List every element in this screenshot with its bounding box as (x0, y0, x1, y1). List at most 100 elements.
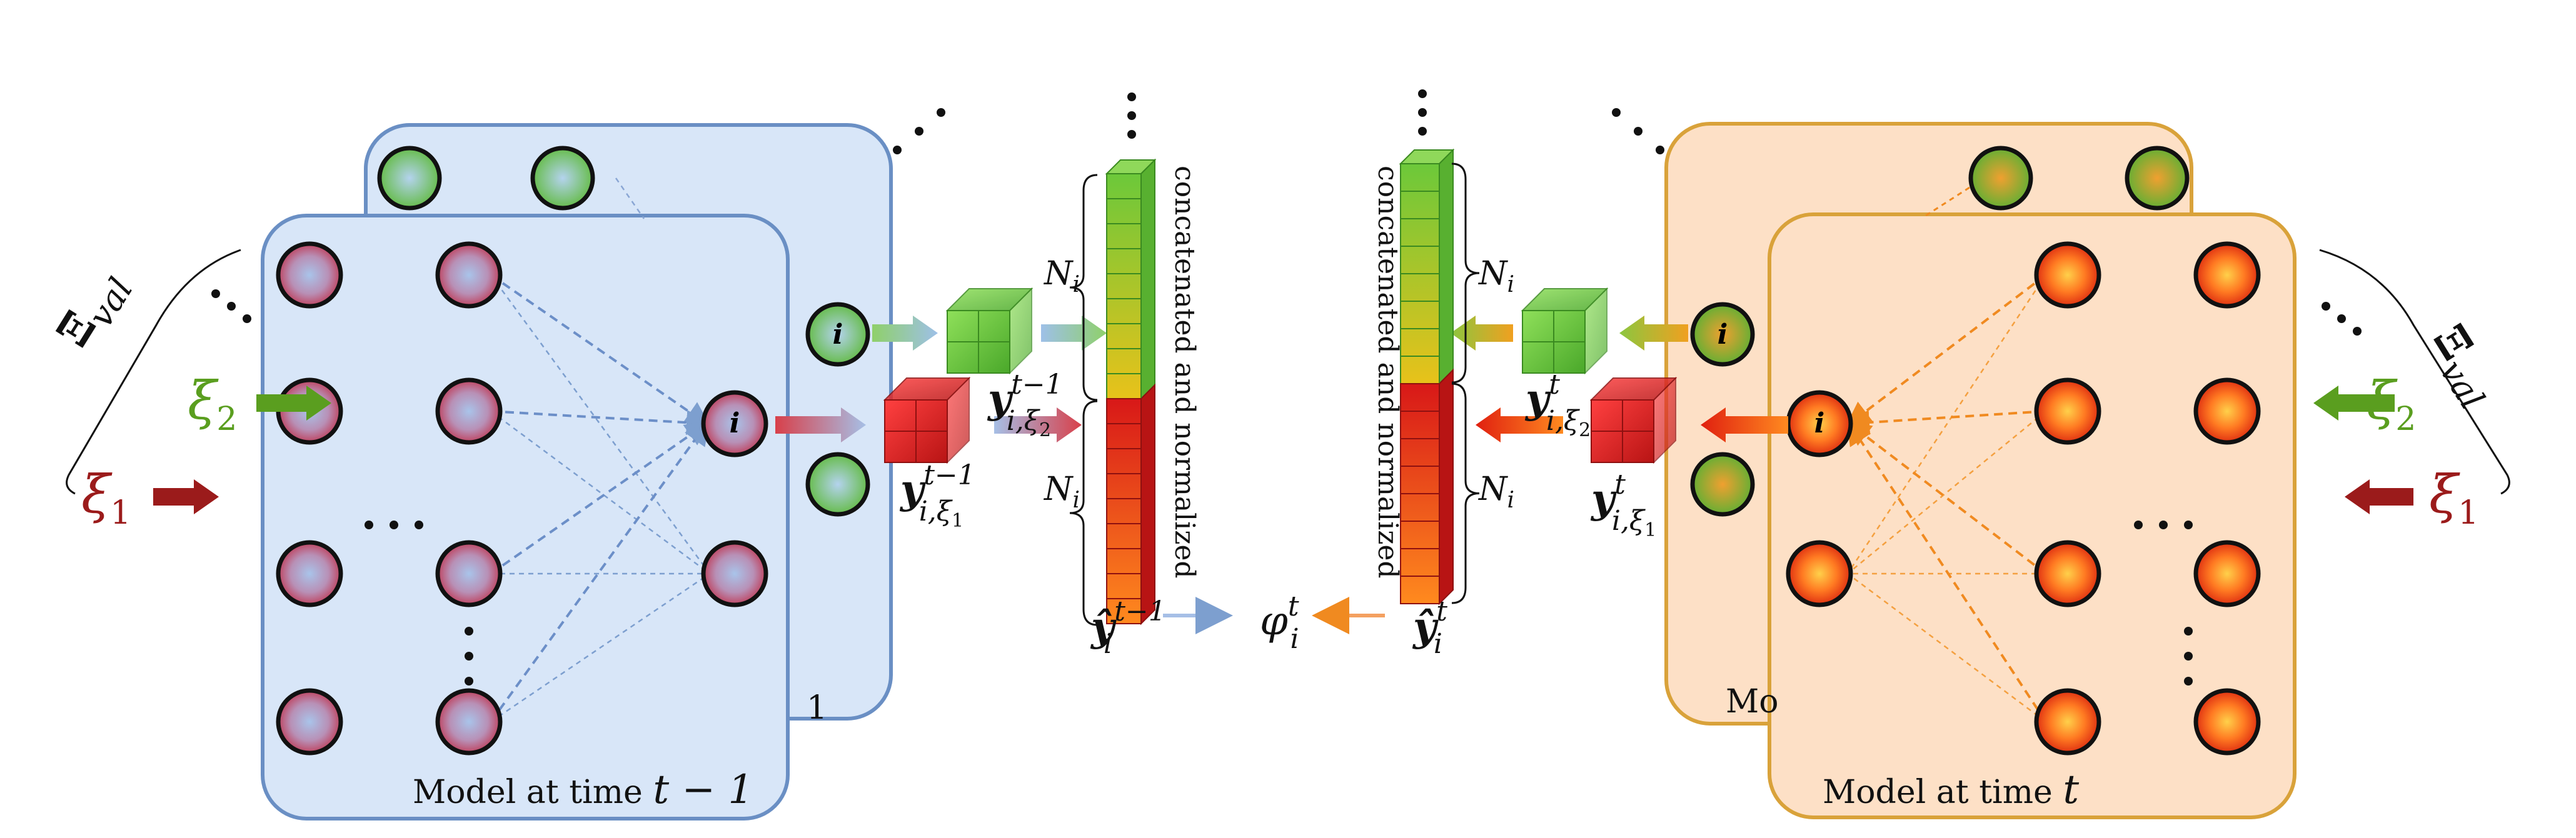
right-back-frame-caption: Mo (1726, 683, 1779, 721)
right-vdots-dot-1 (2184, 652, 2193, 661)
left-caption-time: t − 1 (653, 767, 753, 813)
right-stack (1399, 148, 1455, 606)
brace-n-sub-0: i (1073, 272, 1080, 297)
left-edge-to-i-0 (490, 274, 711, 427)
right-caption-text: Model at time (1823, 774, 2063, 811)
left-input-dots-dot-0 (211, 289, 220, 298)
left-output-node-i (701, 390, 768, 457)
left-top-diagonal-dots-dot-0 (893, 146, 902, 154)
lg-subsub: 2 (1039, 419, 1051, 441)
left-stack-caption-text: concatenated and normalized (1169, 166, 1200, 579)
right-input-dots-dot-0 (2322, 302, 2330, 311)
left-xi1-arrow (153, 479, 219, 514)
brace-n-sub-1: i (1073, 487, 1080, 513)
left-back-node-1 (377, 146, 442, 211)
brace-n-3: N (1477, 471, 1508, 508)
right-edge-to-i-2 (1845, 421, 2047, 575)
left-stack-green-side (1140, 158, 1155, 401)
left-hdots (365, 521, 423, 529)
right-node-r0-c0 (2034, 241, 2101, 309)
lr-subsub: 1 (952, 510, 963, 532)
right-output-node-2 (1786, 540, 1853, 607)
right-brace-top (1451, 162, 1480, 384)
right-yhat-label: ŷt i (1412, 596, 1447, 660)
right-caption-time: t (2063, 767, 2079, 813)
right-vdots-dot-2 (2184, 677, 2193, 686)
right-model-caption: Model at time t (1823, 767, 2079, 813)
left-edge-to-i-2 (490, 421, 711, 575)
left-y-green-label: yt−1 i,ξ2 (987, 369, 1063, 441)
left-edge-to-lower-3 (490, 572, 710, 723)
left-top-diagonal-dots-dot-2 (937, 108, 945, 117)
left-brace-bottom (1069, 400, 1098, 626)
left-top-diagonal-dots (893, 108, 945, 154)
right-node-r2-c1 (2193, 540, 2261, 607)
right-back-node-2 (2125, 146, 2190, 211)
right-input-dots-dot-1 (2337, 314, 2346, 323)
rr-subsub: 1 (1644, 519, 1656, 541)
left-model-caption: Model at time t − 1 (413, 767, 753, 813)
xi1-symbol: ξ (81, 464, 113, 525)
xi2-sub: 2 (216, 401, 237, 438)
rr-sub: i,ξ (1612, 505, 1646, 537)
left-stack-top-dots-dot-1 (1127, 111, 1136, 120)
left-node-r3-c1 (435, 688, 503, 756)
brace-n-2: N (1477, 255, 1508, 292)
yhat-l-sub: i (1104, 628, 1112, 660)
left-edge-to-i-1 (490, 410, 712, 436)
right-xi2-arrow (2313, 386, 2395, 421)
right-green-cube (1521, 287, 1609, 375)
right-green-out-arrow (1619, 316, 1688, 351)
right-back-output-node-i (1690, 302, 1755, 367)
lr-y: y (899, 466, 926, 513)
brace-label-3: Ni (1477, 471, 1514, 513)
left-hdots-dot-2 (415, 521, 423, 529)
right-hdots-dot-0 (2134, 521, 2143, 529)
left-stack-caption: concatenated and normalized (1169, 166, 1200, 579)
left-back-tag-text: 1 (807, 689, 827, 727)
left-node-r0-c1 (435, 241, 503, 309)
right-edge-to-lower-3 (1847, 572, 2046, 723)
rr-sup: t (1614, 469, 1626, 501)
left-caption-text: Model at time (413, 774, 653, 811)
right-node-r3-c1 (2193, 688, 2261, 756)
left-green-out-arrow (872, 316, 938, 351)
right-top-diagonal-dots (1612, 108, 1664, 154)
right-input-dots (2322, 302, 2362, 336)
right-neuron-i-label: i (1814, 407, 1825, 439)
rg-subsub: 2 (1579, 419, 1591, 441)
left-node-r2-c0 (276, 540, 343, 607)
left-node-r2-c1 (435, 540, 503, 607)
rg-sub: i,ξ (1546, 405, 1581, 437)
right-stack-caption: concatenated and normalized (1372, 166, 1404, 579)
phi-label: φt i (1260, 591, 1299, 655)
phi-sub: i (1291, 623, 1299, 655)
left-stack-red-side (1140, 383, 1155, 626)
left-vdots-dot-1 (465, 652, 473, 661)
left-xi1-label: ξ1 (81, 464, 131, 532)
right-input-dots-dot-2 (2353, 327, 2362, 336)
right-node-r3-c0 (2034, 688, 2101, 756)
right-edge-to-lower-0 (1846, 274, 2047, 574)
right-stack-green-side (1439, 148, 1454, 386)
left-hdots-dot-0 (365, 521, 373, 529)
rr-y: y (1590, 476, 1617, 522)
right-node-r1-c0 (2034, 377, 2101, 445)
lg-sup: t−1 (1011, 369, 1063, 401)
yhat-r: ŷ (1412, 604, 1439, 651)
left-stack (1105, 158, 1157, 626)
right-back-neuron-i-label: i (1718, 319, 1728, 351)
right-xi1-arrow (2345, 479, 2413, 514)
r-xi1-symbol: ξ (2429, 464, 2460, 525)
right-red-cube (1589, 376, 1678, 464)
right-back-output-node-2 (1690, 452, 1755, 517)
brace-label-0: Ni (1043, 255, 1080, 297)
left-vdots-dot-0 (465, 627, 473, 636)
yhat-r-sub: i (1434, 628, 1442, 660)
right-stack-caption-text: concatenated and normalized (1372, 166, 1404, 579)
left-edge-to-lower-1 (490, 410, 710, 575)
r-xi2-sub: 2 (2395, 401, 2416, 438)
left-neuron-i-label: i (730, 407, 740, 439)
